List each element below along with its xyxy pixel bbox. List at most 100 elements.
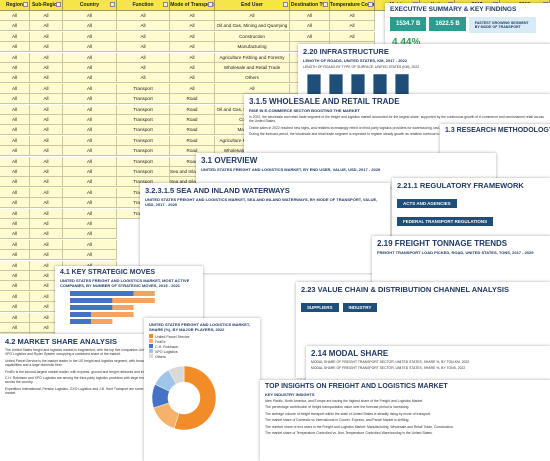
bar bbox=[373, 74, 387, 98]
bar-segment bbox=[133, 291, 155, 296]
table-cell: All bbox=[0, 11, 30, 21]
table-cell: All bbox=[0, 42, 30, 53]
table-cell: All bbox=[0, 104, 30, 115]
panel-title: 2.19 FREIGHT TONNAGE TRENDS bbox=[377, 239, 508, 248]
panel-title: 2.14 MODAL SHARE bbox=[311, 349, 389, 358]
table-cell: All bbox=[215, 11, 290, 21]
legend-label: XPO Logistics bbox=[155, 350, 178, 354]
report-panel: 2.21.1 REGULATORY FRAMEWORK ACTS AND AGEN… bbox=[392, 178, 550, 242]
column-header[interactable]: Country bbox=[63, 0, 117, 11]
table-cell: All bbox=[290, 21, 330, 32]
column-header[interactable]: Temperature Control bbox=[330, 0, 375, 11]
legend-swatch bbox=[149, 339, 153, 343]
panel-title: 4.2 MARKET SHARE ANALYSIS bbox=[5, 337, 117, 346]
table-cell: All bbox=[30, 94, 63, 105]
table-cell: All bbox=[290, 11, 330, 21]
column-header[interactable]: Region bbox=[0, 0, 30, 11]
bar-segment bbox=[91, 319, 113, 324]
bar bbox=[329, 74, 343, 98]
table-cell: Others bbox=[215, 73, 290, 84]
table-cell: All bbox=[30, 83, 63, 94]
legend-swatch bbox=[149, 349, 153, 353]
table-cell: All bbox=[63, 250, 117, 261]
table-cell: All bbox=[0, 125, 30, 136]
table-cell: All bbox=[63, 208, 117, 219]
donut-slice bbox=[168, 365, 185, 385]
table-cell: All bbox=[63, 73, 117, 84]
table-cell: All bbox=[30, 73, 63, 84]
panel-subtitle: UNITED STATES FREIGHT AND LOGISTICS MARK… bbox=[149, 322, 251, 332]
paragraph: New Pacific, North America, and Europe a… bbox=[265, 399, 424, 403]
paragraph: The United States freight and logistics … bbox=[5, 348, 208, 357]
legend-label: C.H. Robinson bbox=[155, 345, 179, 349]
table-cell: Agriculture Fishing and Forestry bbox=[215, 52, 290, 63]
panel-subtitle: UNITED STATES FREIGHT AND LOGISTICS MARK… bbox=[201, 167, 381, 172]
report-panel: TOP INSIGHTS ON FREIGHT AND LOGISTICS MA… bbox=[260, 380, 550, 461]
table-cell: All bbox=[63, 21, 117, 32]
table-cell: All bbox=[63, 94, 117, 105]
report-panel: EXECUTIVE SUMMARY & KEY FINDINGS 1534.7 B… bbox=[385, 3, 550, 48]
key-stat: 1622.5 B bbox=[429, 17, 466, 31]
table-cell: All bbox=[170, 83, 215, 94]
paragraph: LENGTH OF ROADS BY TYPE OF SURFACE, UNIT… bbox=[303, 65, 419, 69]
table-cell: All bbox=[117, 21, 170, 32]
table-cell: All bbox=[63, 52, 117, 63]
donut-slice bbox=[173, 365, 217, 431]
table-cell: Road bbox=[170, 135, 215, 146]
column-header[interactable]: Sub-Region bbox=[30, 0, 63, 11]
table-cell: All bbox=[0, 239, 30, 250]
bar bbox=[351, 74, 365, 98]
table-cell: All bbox=[117, 52, 170, 63]
table-cell: Road bbox=[170, 94, 215, 105]
table-cell: All bbox=[117, 73, 170, 84]
table-cell: All bbox=[170, 52, 215, 63]
table-cell: All bbox=[30, 229, 63, 240]
label-box: FEDERAL TRANSPORT REGULATIONS bbox=[397, 217, 494, 226]
table-cell: All bbox=[0, 312, 30, 323]
table-cell: All bbox=[170, 73, 215, 84]
panel-title: EXECUTIVE SUMMARY & KEY FINDINGS bbox=[390, 6, 517, 13]
table-cell: Transport bbox=[117, 83, 170, 94]
table-cell: All bbox=[0, 94, 30, 105]
table-cell: All bbox=[170, 42, 215, 53]
table-cell: All bbox=[30, 260, 63, 271]
report-panel: 3.2.3.1.5 SEA AND INLAND WATERWAYS UNITED… bbox=[140, 183, 390, 273]
legend-label: United Parcel Service bbox=[155, 335, 190, 339]
table-cell: All bbox=[0, 177, 30, 188]
paragraph: MODAL SHARE OF FREIGHT TRANSPORT SECTOR,… bbox=[311, 360, 470, 364]
table-cell: All bbox=[0, 73, 30, 84]
table-cell: All bbox=[63, 198, 117, 209]
panel-title: 3.1.5 WHOLESALE AND RETAIL TRADE bbox=[249, 97, 400, 106]
label-box: SUPPLIERS bbox=[301, 303, 339, 312]
table-cell: All bbox=[63, 83, 117, 94]
table-cell: All bbox=[0, 135, 30, 146]
table-cell: All bbox=[0, 115, 30, 125]
table-cell: Transport bbox=[117, 115, 170, 125]
table-cell: All bbox=[0, 198, 30, 209]
paragraph: The number share of end users in the Fre… bbox=[265, 424, 454, 429]
table-cell: All bbox=[0, 187, 30, 198]
key-stat: 4.44% bbox=[392, 37, 421, 48]
table-cell: Transport bbox=[117, 94, 170, 105]
paragraph: The market share of Domestic vs Internat… bbox=[265, 418, 410, 423]
table-cell: All bbox=[30, 115, 63, 125]
column-header[interactable]: Function bbox=[117, 0, 170, 11]
panel-subtitle: LENGTH OF ROADS, UNITED STATES, KM, 2017… bbox=[303, 58, 408, 63]
table-cell: All bbox=[30, 146, 63, 157]
table-cell: All bbox=[63, 42, 117, 53]
column-header[interactable]: End User bbox=[215, 0, 290, 11]
table-cell: All bbox=[0, 156, 30, 167]
column-header[interactable]: Destination Typ bbox=[290, 0, 330, 11]
table-cell: Oil and Gas, Mining and Quarrying bbox=[215, 21, 290, 32]
column-header[interactable]: Mode of Transport bbox=[170, 0, 215, 11]
bar bbox=[395, 74, 409, 98]
table-cell: All bbox=[30, 125, 63, 136]
table-cell: All bbox=[117, 31, 170, 42]
panel-title: TOP INSIGHTS ON FREIGHT AND LOGISTICS MA… bbox=[265, 383, 448, 390]
paragraph: The percentage contribution of freight t… bbox=[265, 405, 410, 410]
table-cell: All bbox=[0, 291, 30, 302]
bar-segment bbox=[112, 305, 134, 310]
table-cell: Transport bbox=[117, 146, 170, 157]
legend-entry: Others bbox=[149, 354, 255, 359]
